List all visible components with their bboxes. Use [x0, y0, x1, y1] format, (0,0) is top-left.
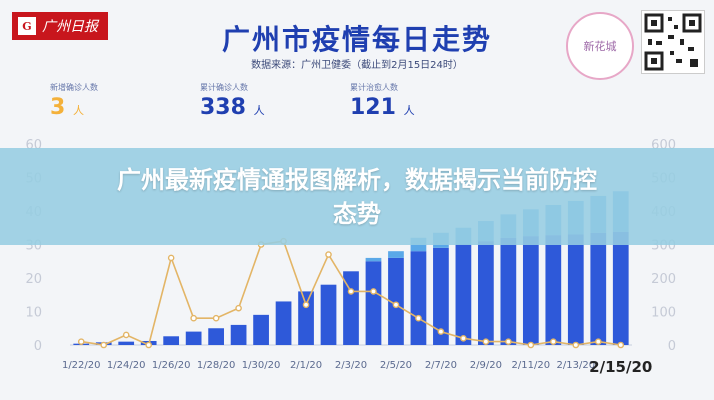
newspaper-logo: G 广州日报 — [12, 12, 108, 40]
bar — [612, 231, 629, 345]
line-point — [594, 338, 602, 345]
line-point — [527, 341, 535, 349]
line-point — [550, 338, 557, 345]
line-point — [370, 288, 377, 295]
x-tick-label-highlight: 2/15/20 — [589, 358, 652, 376]
stat-label: 累计确诊人数 — [200, 83, 248, 92]
line-point — [302, 301, 310, 309]
data-source-note: 数据来源：广州卫健委（截止到2月15日24时） — [251, 60, 463, 71]
brand-seal: 新花城 — [566, 12, 634, 80]
y-tick-left: 20 — [25, 272, 42, 287]
y-tick-left: 10 — [25, 306, 42, 321]
qr-code-icon — [641, 10, 705, 74]
line-point — [212, 314, 220, 322]
x-tick-label: 1/24/20 — [107, 360, 146, 371]
line-point — [190, 314, 197, 322]
headline-banner: 广州最新疫情通报图解析，数据揭示当前防控 态势 — [0, 148, 714, 245]
x-tick-label: 1/28/20 — [197, 360, 236, 371]
line-point — [325, 251, 332, 258]
bar — [590, 232, 607, 345]
line-point — [437, 328, 445, 335]
x-tick-label: 2/11/20 — [512, 360, 551, 371]
stat-new-confirmed: 新增确诊人数 3 人 — [50, 82, 98, 120]
headline-text: 广州最新疫情通报图解析，数据揭示当前防控 态势 — [37, 163, 677, 231]
line-point — [145, 341, 152, 349]
bar-segment — [365, 257, 382, 262]
bar — [410, 251, 427, 345]
stat-value: 121 人 — [350, 95, 415, 120]
headline-line-2: 态势 — [333, 199, 381, 228]
stat-value: 3 人 — [50, 95, 84, 120]
bar — [230, 324, 247, 345]
bar-segment — [388, 251, 404, 258]
stat-unit: 人 — [253, 104, 265, 117]
bar — [298, 291, 314, 345]
line-point — [505, 338, 512, 345]
x-tick-label: 2/9/20 — [470, 360, 502, 371]
stat-label: 新增确诊人数 — [50, 83, 98, 92]
x-tick-label: 1/22/20 — [62, 360, 101, 371]
bar — [118, 341, 135, 345]
bar — [253, 314, 269, 345]
x-tick-label: 2/7/20 — [425, 360, 457, 371]
line-point — [100, 341, 108, 349]
stat-value: 338 人 — [200, 95, 265, 120]
bar — [500, 237, 517, 345]
bar — [320, 284, 337, 345]
logo-icon: G — [18, 17, 36, 35]
stat-total-cured: 累计治愈人数 121 人 — [350, 82, 415, 120]
bar — [567, 234, 584, 345]
seal-text: 新花城 — [583, 40, 617, 53]
line-point — [460, 334, 467, 342]
line-point — [617, 341, 625, 349]
x-tick-label: 2/3/20 — [335, 360, 367, 371]
bar — [455, 244, 472, 345]
x-tick-label: 2/5/20 — [380, 360, 412, 371]
logo-text: 广州日报 — [42, 19, 98, 35]
bar — [275, 301, 292, 345]
bar — [163, 336, 180, 345]
headline-line-1: 广州最新疫情通报图解析，数据揭示当前防控 — [117, 165, 597, 194]
line-point — [235, 304, 242, 312]
line-point — [122, 331, 130, 339]
line-point — [392, 301, 400, 309]
bar — [388, 257, 404, 345]
x-tick-label: 1/30/20 — [242, 360, 281, 371]
line-point — [167, 254, 175, 262]
y-tick-left: 0 — [34, 339, 42, 354]
bar — [522, 236, 539, 345]
x-tick-label: 2/13/20 — [557, 360, 596, 371]
bar — [343, 271, 359, 345]
x-tick-label: 2/1/20 — [290, 360, 322, 371]
line-point — [77, 338, 85, 345]
line-point — [347, 288, 355, 295]
line-point — [482, 338, 490, 345]
stat-label: 累计治愈人数 — [350, 83, 398, 92]
line-point — [572, 341, 580, 349]
bar — [185, 331, 202, 345]
y-tick-right: 200 — [651, 272, 676, 287]
y-tick-right: 100 — [651, 306, 676, 321]
bar — [545, 235, 562, 345]
stat-unit: 人 — [403, 104, 415, 117]
bar — [365, 261, 382, 345]
bar — [433, 247, 449, 345]
bar — [478, 241, 494, 345]
stat-unit: 人 — [72, 104, 84, 117]
y-tick-right: 0 — [668, 339, 676, 354]
page-title: 广州市疫情每日走势 — [221, 23, 492, 56]
line-point — [415, 314, 422, 322]
x-tick-label: 1/26/20 — [152, 360, 191, 371]
bar — [208, 328, 224, 345]
stat-total-confirmed: 累计确诊人数 338 人 — [200, 82, 265, 120]
